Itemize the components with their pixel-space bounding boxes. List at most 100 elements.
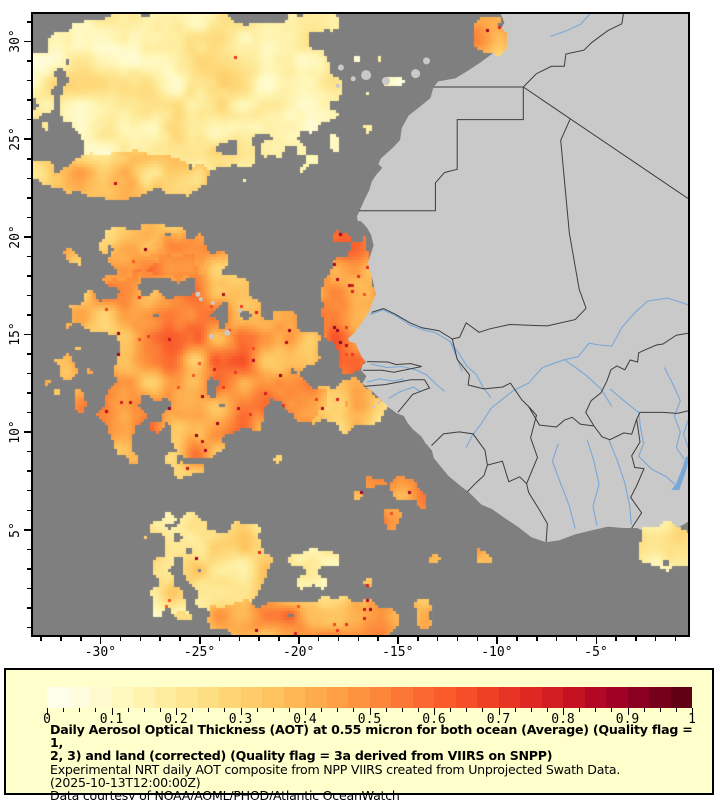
- axis-tick: [80, 637, 82, 641]
- axis-tick: [27, 275, 31, 277]
- axis-tick: [27, 607, 31, 609]
- axis-tick: [27, 158, 31, 160]
- axis-tick: [27, 216, 31, 219]
- colorbar-tick: [579, 708, 581, 712]
- axis-tick: [27, 255, 31, 258]
- caption-line-4: (2025-10-13T12:00:00Z): [50, 774, 201, 790]
- axis-tick: [27, 197, 31, 199]
- axis-tick: [654, 637, 657, 641]
- axis-tick: [456, 637, 459, 641]
- colorbar-tick-label: 0.1: [99, 712, 124, 727]
- axis-tick: [40, 637, 42, 641]
- axis-tick: [27, 118, 31, 121]
- colorbar-tick: [675, 708, 677, 712]
- axis-tick: [159, 637, 161, 641]
- caption-line-1: Daily Aerosol Optical Thickness (AOT) at…: [50, 722, 693, 751]
- colorbar-tick: [208, 708, 210, 712]
- axis-tick: [476, 637, 479, 641]
- colorbar-segment: [68, 687, 90, 708]
- colorbar-tick: [385, 708, 387, 712]
- axis-tick: [27, 353, 31, 355]
- axis-tick: [27, 294, 31, 297]
- colorbar-tick: [514, 708, 516, 712]
- colorbar-tick: [401, 708, 403, 712]
- colorbar-tick: [272, 708, 274, 712]
- colorbar-segment: [197, 687, 219, 708]
- axis-tick: [27, 21, 31, 23]
- legend-panel: 0 0.1 0.2 0.3 0.4 0.5 0.6 0.7 0.8 0.9 1 Daily Aero…: [4, 668, 714, 800]
- colorbar-segment: [283, 687, 305, 708]
- axis-tick: [27, 392, 31, 394]
- y-axis-label: 5°: [8, 521, 23, 538]
- colorbar-segment: [133, 687, 155, 708]
- axis-tick: [595, 637, 597, 644]
- colorbar-tick: [240, 708, 242, 715]
- axis-tick: [377, 637, 379, 641]
- colorbar-tick: [321, 708, 323, 712]
- axis-tick: [337, 637, 340, 641]
- colorbar-tick-label: 0.2: [164, 712, 188, 727]
- axis-tick: [436, 637, 439, 641]
- colorbar-tick-label: 0.7: [486, 712, 511, 727]
- axis-tick: [317, 637, 320, 641]
- colorbar-tick: [692, 708, 693, 715]
- colorbar-tick: [530, 708, 532, 712]
- axis-tick: [27, 450, 31, 453]
- colorbar-segment: [111, 687, 133, 708]
- colorbar-tick: [563, 708, 564, 715]
- colorbar-tick: [611, 708, 613, 712]
- axis-tick: [496, 637, 498, 644]
- colorbar-segment: [541, 687, 563, 708]
- axis-tick: [139, 637, 142, 641]
- map-plot: [33, 14, 688, 635]
- colorbar-segment: [348, 687, 370, 708]
- colorbar-tick-label: 0.8: [551, 712, 575, 727]
- axis-tick: [179, 637, 181, 641]
- colorbar-segment: [219, 687, 241, 708]
- axis-tick: [278, 637, 280, 641]
- caption-line-5: Data courtesy of NOAA/AOML/PHOD/Atlantic…: [50, 788, 400, 800]
- colorbar-tick: [450, 708, 452, 712]
- colorbar-segment: [412, 687, 434, 708]
- axis-tick: [674, 637, 677, 641]
- axis-tick: [397, 637, 399, 644]
- axis-tick: [635, 637, 637, 641]
- colorbar-segment: [563, 687, 585, 708]
- colorbar-tick: [127, 708, 129, 712]
- axis-tick: [27, 509, 31, 512]
- x-axis-label: -15°: [382, 645, 414, 660]
- colorbar-tick-label: 0.3: [228, 712, 253, 727]
- colorbar-tick: [256, 708, 258, 712]
- axis-tick: [24, 138, 31, 140]
- legend-caption-block: Daily Aerosol Optical Thickness (AOT) at…: [50, 723, 700, 800]
- y-axis-label: 15°: [8, 322, 23, 346]
- axis-tick: [60, 637, 62, 641]
- colorbar-segment: [90, 687, 112, 708]
- x-axis-label: -5°: [584, 645, 608, 660]
- colorbar-tick: [111, 708, 113, 715]
- colorbar-tick: [627, 708, 629, 715]
- colorbar-tick-label: 0.9: [615, 712, 640, 727]
- axis-tick: [119, 637, 122, 641]
- colorbar-segment: [498, 687, 520, 708]
- axis-tick: [27, 470, 31, 472]
- colorbar-segment: [262, 687, 284, 708]
- axis-tick: [27, 411, 31, 414]
- colorbar-segment: [455, 687, 477, 708]
- colorbar-tick: [546, 708, 548, 712]
- colorbar-tick: [353, 708, 355, 712]
- colorbar-tick: [305, 708, 306, 715]
- colorbar-tick: [47, 708, 48, 715]
- axis-tick: [199, 637, 201, 644]
- axis-tick: [27, 626, 31, 629]
- colorbar-segment: [391, 687, 413, 708]
- x-axis-label: -25°: [183, 645, 216, 660]
- y-axis-label: 10°: [8, 420, 23, 444]
- axis-tick: [24, 431, 31, 433]
- y-axis-label: 25°: [8, 127, 23, 151]
- axis-tick: [357, 637, 360, 641]
- axis-tick: [27, 314, 31, 316]
- colorbar-segment: [520, 687, 542, 708]
- colorbar-segment: [369, 687, 391, 708]
